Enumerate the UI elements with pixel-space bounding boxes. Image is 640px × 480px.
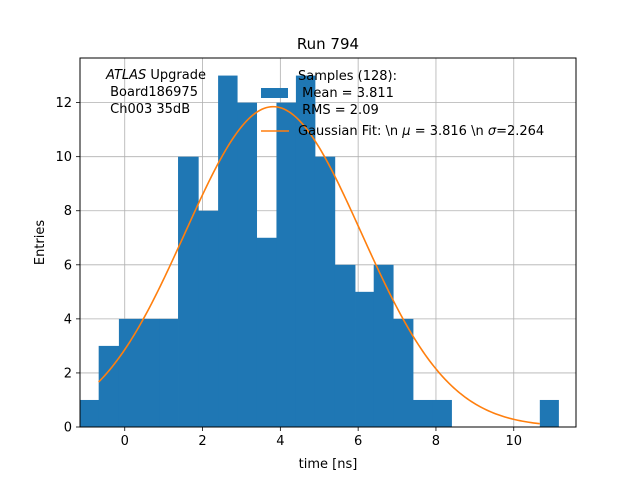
x-tick-label: 10 [505, 434, 522, 449]
histogram-bar [355, 291, 375, 427]
x-tick-label: 2 [198, 434, 206, 449]
y-axis-label: Entries [33, 220, 48, 266]
histogram-bar [237, 102, 258, 427]
legend-fit-mu: μ [401, 124, 410, 139]
legend-fit-label: Gaussian Fit: \n μ = 3.816 \n σ=2.264 [298, 124, 544, 139]
histogram-bar [295, 75, 316, 428]
annotation-line-3: Ch003 35dB [106, 102, 190, 117]
histogram-bars [80, 75, 559, 428]
y-tick-label: 4 [64, 312, 72, 327]
legend-mean: Mean = 3.811 [298, 86, 394, 101]
x-tick-label: 0 [121, 434, 129, 449]
legend-rms: RMS = 2.09 [298, 103, 379, 118]
x-tick-label: 8 [432, 434, 440, 449]
gaussian-fit-curve [98, 105, 540, 425]
y-tick-label: 2 [64, 366, 72, 381]
legend-fit-pre: Gaussian Fit: \n [298, 124, 402, 139]
histogram-bar [334, 264, 356, 427]
legend: Samples (128): Mean = 3.811 RMS = 2.09 G… [261, 69, 544, 139]
histogram-bar [139, 318, 160, 427]
gaussian-fit-layer [98, 105, 540, 425]
histogram-bar [256, 237, 277, 427]
annotation-upgrade: Upgrade [146, 68, 206, 83]
histogram-bar [118, 318, 140, 427]
y-tick-label: 12 [55, 96, 72, 111]
histogram-bar [432, 399, 452, 427]
x-tick-label: 4 [276, 434, 284, 449]
y-tick-label: 6 [64, 258, 72, 273]
legend-fit-sigma: σ [488, 124, 497, 139]
annotation-line-1: ATLAS Upgrade [105, 68, 206, 83]
plot-frame [79, 57, 577, 428]
histogram-bar [159, 318, 179, 427]
histogram-bar [373, 264, 394, 427]
histogram-bar [314, 156, 336, 427]
histogram-bar [393, 318, 414, 427]
legend-fit-mid: = 3.816 \n [411, 124, 488, 139]
histogram-bar [218, 75, 238, 428]
histogram-bar [539, 399, 559, 427]
histogram-bar [178, 156, 199, 427]
legend-samples: Samples (128): [298, 69, 397, 84]
histogram-bar [98, 345, 120, 427]
legend-fit-post: =2.264 [496, 124, 544, 139]
histogram-bar [80, 399, 100, 427]
histogram-bar [413, 399, 434, 427]
legend-hist-swatch [261, 88, 288, 98]
annotation-line-2: Board186975 [106, 85, 198, 100]
ticks-layer: 0 2 4 6 8 10 0 2 4 6 8 10 12 [55, 96, 522, 449]
atlas-annotation: ATLAS Upgrade Board186975 Ch003 35dB [105, 68, 206, 117]
histogram-bar [198, 210, 219, 427]
x-tick-label: 6 [354, 434, 362, 449]
y-tick-label: 10 [55, 150, 72, 165]
histogram-bar [276, 102, 297, 427]
y-tick-label: 0 [64, 421, 72, 436]
annotation-atlas: ATLAS [105, 68, 146, 83]
x-axis-label: time [ns] [299, 457, 358, 472]
y-tick-label: 8 [64, 204, 72, 219]
chart-title: Run 794 [297, 35, 359, 53]
